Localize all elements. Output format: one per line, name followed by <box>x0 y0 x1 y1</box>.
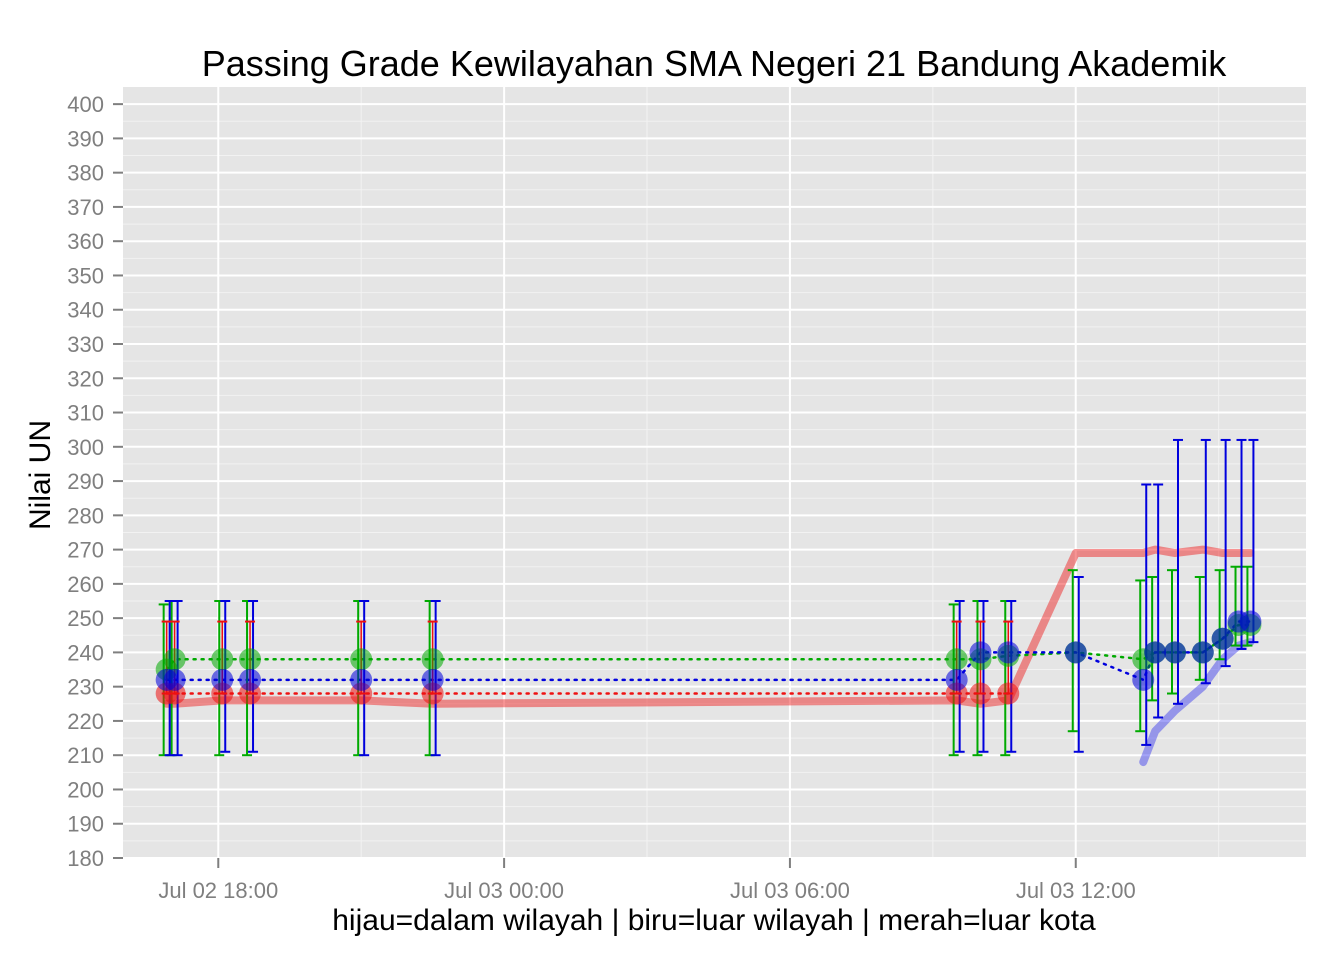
luar_wilayah-point <box>163 668 186 691</box>
y-tick-label: 200 <box>67 777 104 802</box>
luar_wilayah-point <box>211 668 234 691</box>
luar_kota-threshold-line <box>162 545 1255 708</box>
x-tick-label: Jul 02 18:00 <box>158 878 278 903</box>
luar_wilayah-point <box>1211 627 1234 650</box>
data-points <box>155 610 1262 705</box>
dalam_wilayah-point <box>239 648 262 671</box>
y-tick-label: 270 <box>67 538 104 563</box>
y-tick-label: 250 <box>67 606 104 631</box>
luar_wilayah-point <box>1191 641 1214 664</box>
x-tick-label: Jul 03 00:00 <box>444 878 564 903</box>
luar_wilayah-point <box>421 668 444 691</box>
y-tick-label: 330 <box>67 332 104 357</box>
y-tick-label: 220 <box>67 709 104 734</box>
axis-ticks <box>113 103 1077 868</box>
dalam_wilayah-point <box>163 648 186 671</box>
luar_wilayah-point <box>1239 610 1262 633</box>
y-tick-label: 230 <box>67 675 104 700</box>
y-tick-label: 180 <box>67 846 104 871</box>
major-gridlines <box>123 87 1306 859</box>
y-tick-label: 360 <box>67 229 104 254</box>
dalam_wilayah-point <box>945 648 968 671</box>
y-tick-label: 260 <box>67 572 104 597</box>
y-tick-label: 400 <box>67 92 104 117</box>
y-tick-label: 190 <box>67 812 104 837</box>
panel-background <box>123 87 1306 858</box>
y-tick-label: 320 <box>67 366 104 391</box>
x-tick-labels: Jul 02 18:00 Jul 03 00:00 Jul 03 06:00 Jul … <box>158 878 1135 903</box>
y-tick-label: 380 <box>67 161 104 186</box>
luar_wilayah-point <box>945 668 968 691</box>
luar_wilayah-point <box>239 668 262 691</box>
y-tick-label: 370 <box>67 195 104 220</box>
luar_kota-point <box>969 682 992 705</box>
y-tick-label: 210 <box>67 743 104 768</box>
luar_wilayah-point <box>1132 668 1155 691</box>
luar_wilayah-point <box>969 641 992 664</box>
dalam_wilayah-point <box>350 648 373 671</box>
luar_wilayah-point <box>1064 641 1087 664</box>
x-tick-label: Jul 03 06:00 <box>730 878 850 903</box>
y-tick-label: 300 <box>67 435 104 460</box>
y-tick-label: 290 <box>67 469 104 494</box>
luar_wilayah-point <box>1163 641 1186 664</box>
y-tick-label: 340 <box>67 298 104 323</box>
y-tick-label: 390 <box>67 126 104 151</box>
x-tick-label: Jul 03 12:00 <box>1016 878 1136 903</box>
luar_wilayah-point <box>1144 641 1167 664</box>
y-tick-label: 240 <box>67 640 104 665</box>
y-tick-label: 350 <box>67 263 104 288</box>
y-axis-title: Nilai UN <box>24 420 57 530</box>
y-tick-label: 310 <box>67 401 104 426</box>
luar_wilayah-point <box>350 668 373 691</box>
dalam_wilayah-point <box>211 648 234 671</box>
y-tick-labels: 180 190 200 210 220 230 240 250 260 270 280 290 300 3… <box>67 92 104 871</box>
luar_wilayah-point <box>997 641 1020 664</box>
luar_kota-point <box>997 682 1020 705</box>
minor-gridlines <box>123 87 1306 858</box>
chart-title: Passing Grade Kewilayahan SMA Negeri 21 … <box>202 43 1228 84</box>
x-axis-title: hijau=dalam wilayah | biru=luar wilayah … <box>332 904 1096 937</box>
dalam_wilayah-point <box>421 648 444 671</box>
y-tick-label: 280 <box>67 503 104 528</box>
